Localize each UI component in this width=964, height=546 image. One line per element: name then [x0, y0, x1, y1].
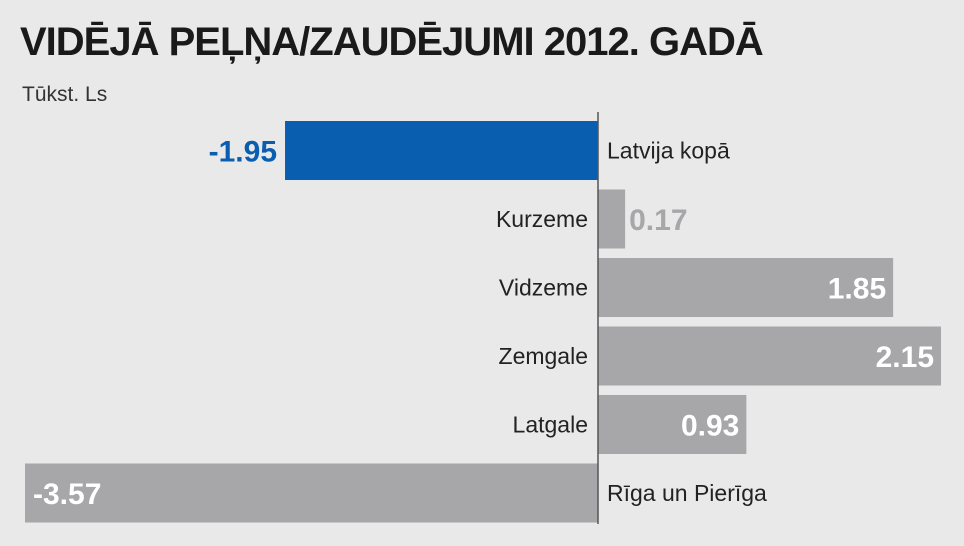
category-label: Latvija kopā	[607, 138, 730, 164]
value-label: 2.15	[876, 341, 934, 374]
value-label: 0.17	[629, 204, 687, 237]
value-label: -1.95	[209, 136, 277, 169]
bar	[285, 121, 598, 180]
bar	[598, 189, 626, 249]
value-label: 1.85	[828, 273, 886, 306]
bar	[25, 463, 598, 523]
unit-label: Tūkst. Ls	[22, 83, 108, 106]
bar	[598, 258, 894, 317]
bar	[598, 326, 941, 386]
category-label: Latgale	[513, 412, 588, 438]
page-title: VIDĒJĀ PEĻŅA/ZAUDĒJUMI 2012. GADĀ	[20, 20, 764, 64]
category-label: Zemgale	[499, 343, 588, 369]
category-label: Kurzeme	[496, 206, 588, 232]
bar	[598, 395, 747, 454]
value-label: 0.93	[681, 410, 739, 443]
category-label: Vidzeme	[499, 275, 588, 301]
value-label: -3.57	[33, 478, 101, 511]
category-label: Rīga un Pierīga	[607, 480, 767, 506]
